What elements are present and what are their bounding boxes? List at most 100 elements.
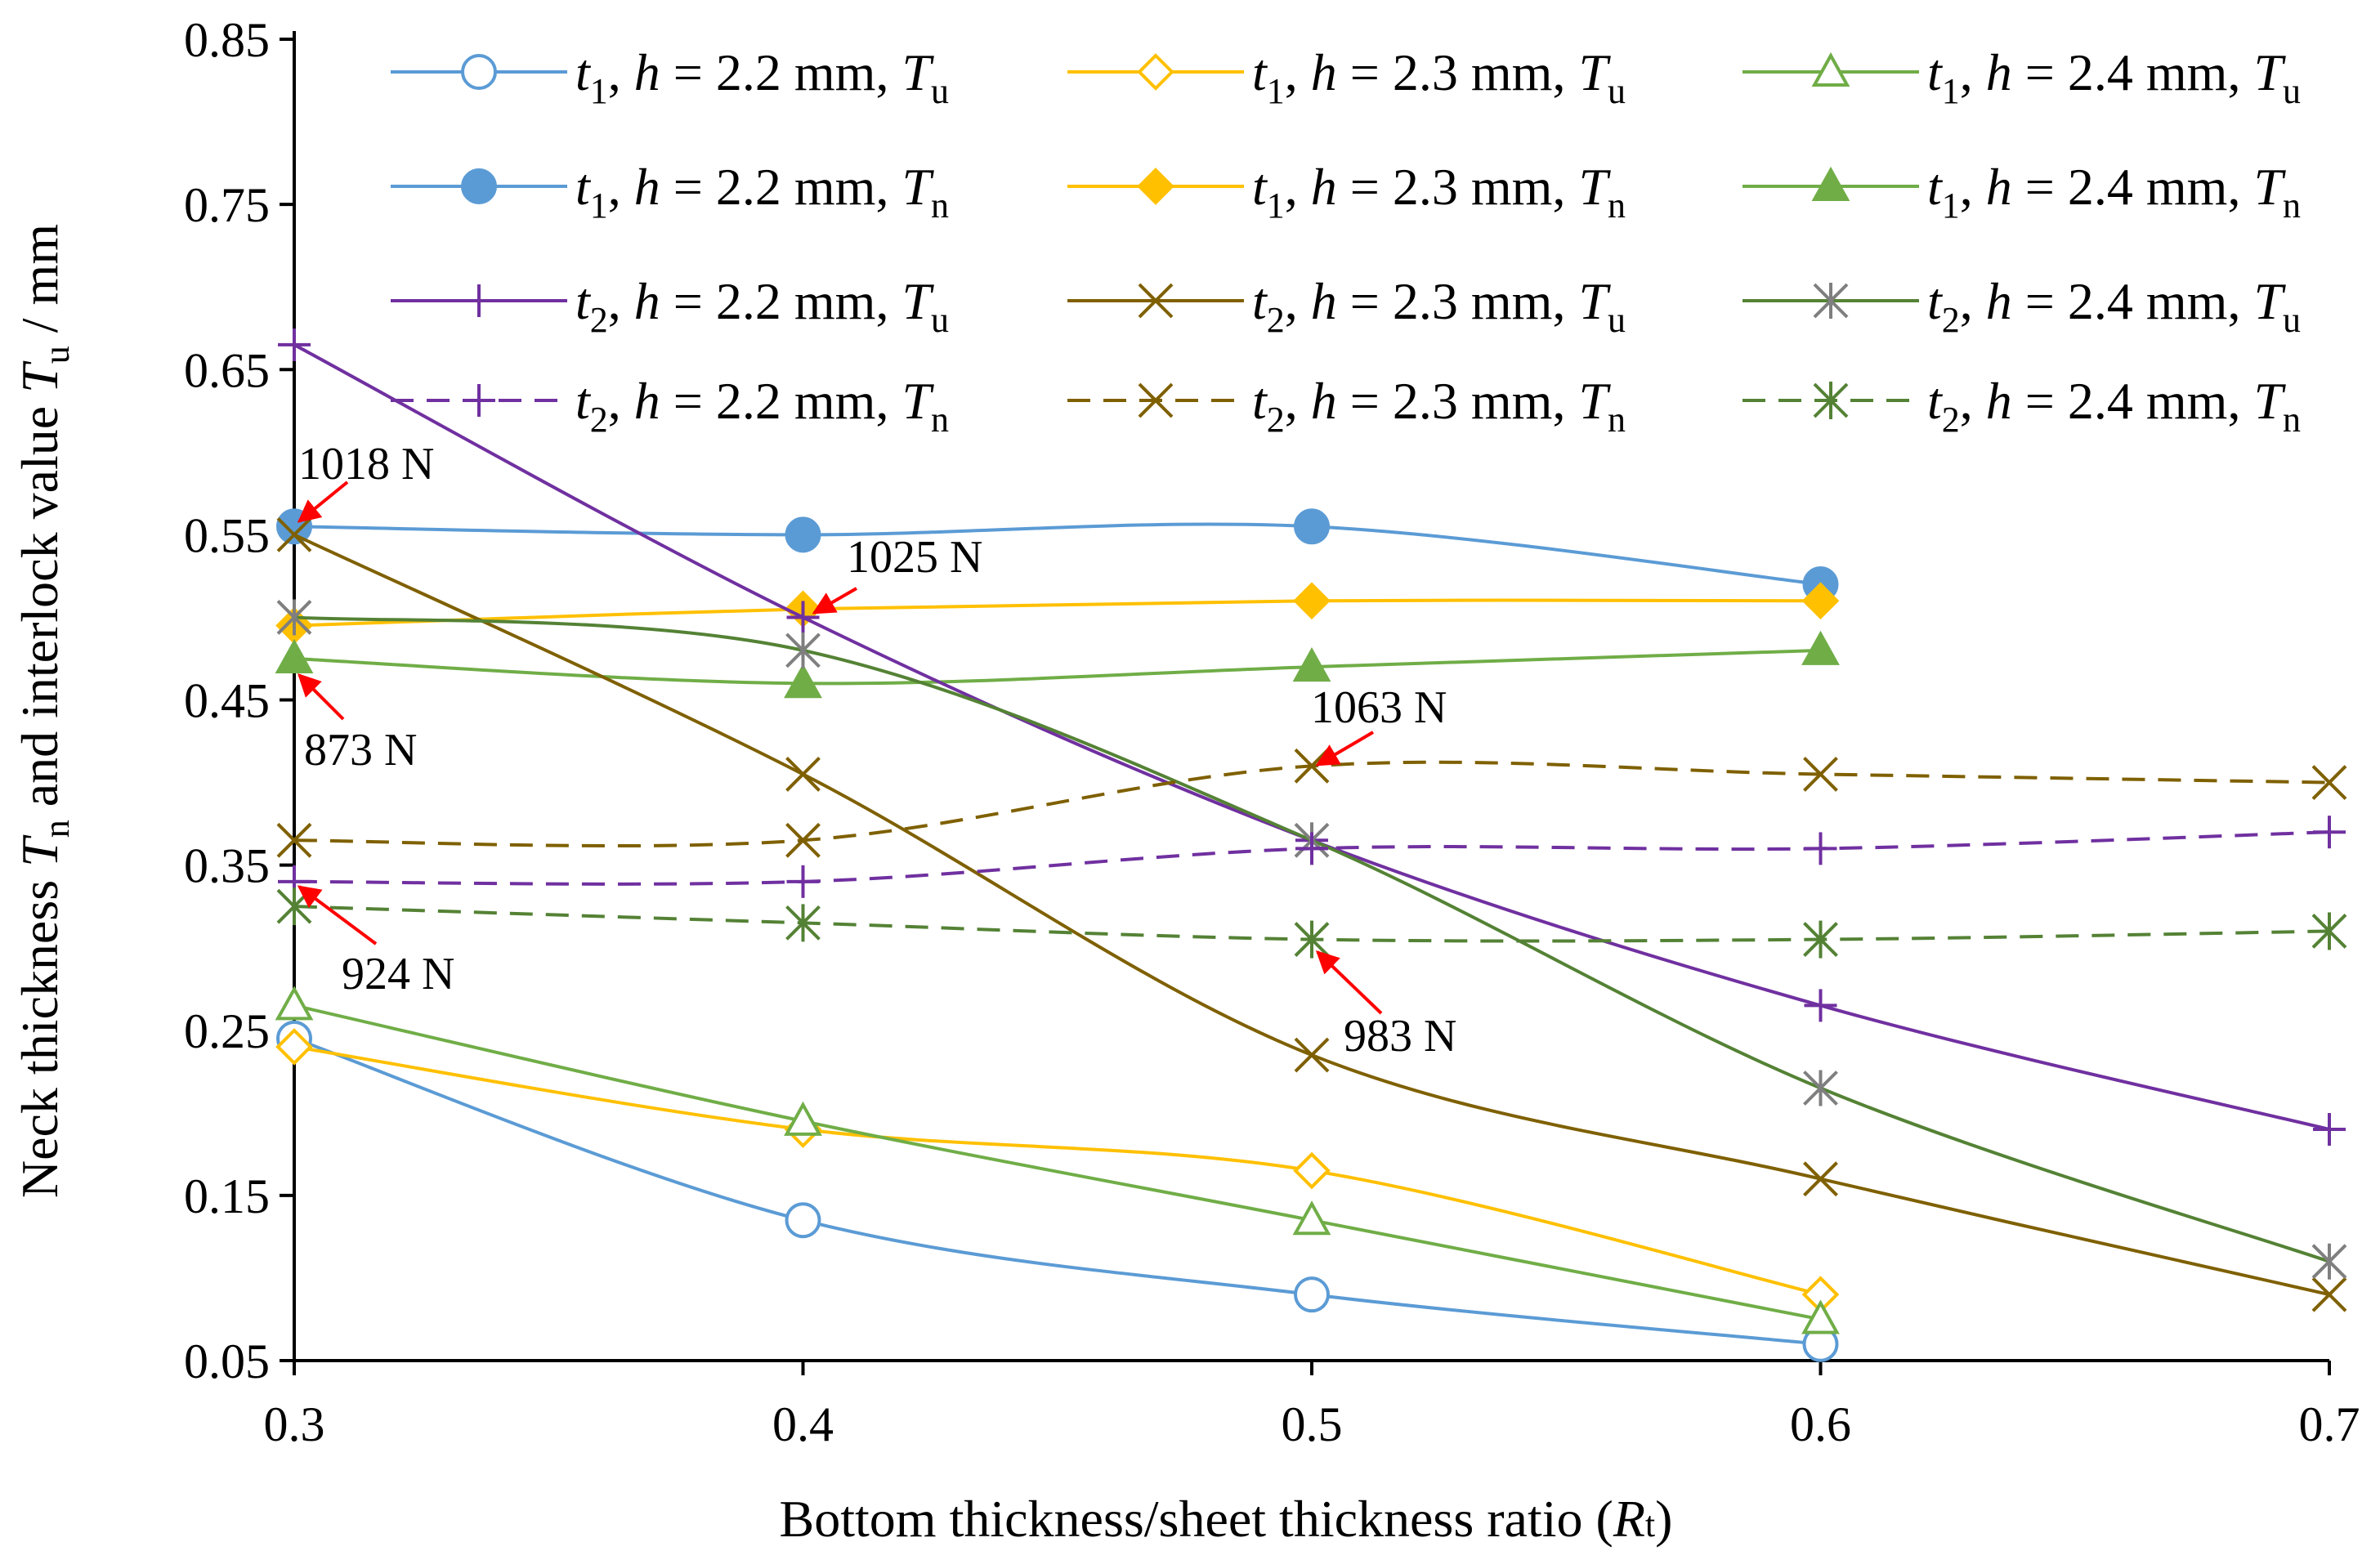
legend-label: t1, h = 2.2 mm, Tu [575,43,949,111]
series-t1-h-2-2-mm-tn [276,508,1839,603]
legend-label: t1, h = 2.2 mm, Tn [575,158,949,226]
legend-swatch-marker [461,168,497,204]
data-point-t2-h-2-4-mm-tu-4 [2311,1243,2347,1280]
data-point-t1-h-2-4-mm-tn-0 [275,638,314,673]
annotation-arrow [1315,731,1375,767]
series-line-t1-h-2-4-mm-tn [293,648,1821,686]
legend-label: t2, h = 2.2 mm, Tn [575,372,949,440]
legend-swatch-marker [1137,53,1174,91]
series-line-t1-h-2-3-mm-tn [293,598,1821,628]
x-axis-label-text: Bottom thickness/sheet thickness ratio ( [780,1490,1613,1548]
y-axis-label: Neck thickness Tn and interlock value Tu… [11,224,77,1198]
y-tick-label: 0.55 [184,508,270,562]
series-line-t1-h-2-4-mm-tu [293,1003,1821,1321]
x-axis-label: Bottom thickness/sheet thickness ratio (… [780,1490,1673,1548]
annotation-label: 924 N [342,949,454,999]
legend-swatch-marker [1811,51,1850,87]
series-t1-h-2-2-mm-tu [276,1020,1839,1362]
x-axis-label-close: ) [1655,1490,1672,1548]
data-point-t2-h-2-2-mm-tn-2 [1295,832,1328,865]
data-point-t2-h-2-3-mm-tu-1 [785,757,821,792]
legend-item-t2-h-2-4-mm-tu: t2, h = 2.4 mm, Tu [1742,272,2301,340]
series-t1-h-2-4-mm-tu [275,986,1840,1334]
data-point-t1-h-2-4-mm-tn-1 [784,664,822,699]
y-axis-label-var1: T [11,834,69,867]
data-point-t2-h-2-2-mm-tu-3 [1804,989,1837,1022]
series-line-t1-h-2-2-mm-tn [293,522,1821,587]
annotation-924-n: 924 N [297,885,454,999]
data-point-t2-h-2-2-mm-tu-1 [786,601,820,634]
annotation-label: 1025 N [847,532,982,583]
legend-item-t1-h-2-4-mm-tu: t1, h = 2.4 mm, Tu [1742,43,2301,111]
x-tick-label: 0.5 [1282,1397,1343,1451]
annotation-873-n: 873 N [298,673,417,776]
x-tick-label: 0.7 [2299,1397,2360,1451]
legend-swatch-marker [1138,283,1174,319]
legend-label: t2, h = 2.4 mm, Tu [1927,272,2301,340]
x-tick-label: 0.6 [1790,1397,1851,1451]
data-point-t2-h-2-3-mm-tn-0 [276,822,312,858]
data-point-t2-h-2-3-mm-tu-4 [2311,1276,2347,1312]
x-tick-label: 0.3 [264,1397,325,1451]
data-point-t2-h-2-4-mm-tu-1 [785,632,821,668]
series-line-t1-h-2-2-mm-tu [293,1036,1821,1346]
y-axis-label-part3: / mm [11,224,69,346]
y-axis-label-part1: Neck thickness [11,867,69,1198]
legend-item-t2-h-2-2-mm-tu: t2, h = 2.2 mm, Tu [391,272,949,340]
data-point-t2-h-2-2-mm-tu-4 [2313,1113,2346,1147]
data-point-t1-h-2-4-mm-tu-2 [1292,1200,1331,1236]
data-point-t1-h-2-2-mm-tn-2 [1294,508,1330,545]
legend: t1, h = 2.2 mm, Tu t1, h = 2.3 mm, Tu t1, … [391,43,2301,440]
series-t1-h-2-4-mm-tn [275,630,1840,699]
annotation-983-n: 983 N [1315,950,1456,1062]
series-t2-h-2-3-mm-tu [276,516,2347,1312]
y-tick-label: 0.85 [184,13,270,67]
annotation-1063-n: 1063 N [1311,682,1447,767]
annotation-arrow [297,481,349,523]
legend-item-t1-h-2-2-mm-tu: t1, h = 2.2 mm, Tu [391,43,949,111]
series-line-t1-h-2-3-mm-tu [293,1044,1821,1297]
data-point-t2-h-2-2-mm-tn-4 [2313,816,2346,849]
series-t2-h-2-2-mm-tu [278,328,2346,1147]
data-point-t1-h-2-4-mm-tu-0 [275,986,314,1021]
data-point-t2-h-2-3-mm-tu-0 [276,516,312,552]
series-group [275,328,2347,1362]
y-tick-label: 0.05 [184,1334,270,1388]
legend-swatch-marker [1813,382,1849,419]
y-tick-label: 0.15 [184,1169,270,1223]
annotation-1025-n: 1025 N [812,532,982,615]
legend-item-t1-h-2-4-mm-tn: t1, h = 2.4 mm, Tn [1742,158,2301,226]
legend-swatch-marker [1811,166,1850,201]
data-point-t1-h-2-2-mm-tn-1 [785,516,821,553]
series-t2-h-2-4-mm-tn [276,887,2347,959]
annotation-label: 1063 N [1311,682,1447,733]
legend-swatch-marker [1137,168,1174,205]
y-axis-label-part2: and interlock value [11,393,69,820]
legend-item-t2-h-2-2-mm-tn: t2, h = 2.2 mm, Tn [391,372,949,440]
legend-label: t1, h = 2.4 mm, Tn [1927,158,2301,226]
annotation-label: 873 N [304,725,417,776]
legend-label: t1, h = 2.3 mm, Tn [1252,158,1626,226]
data-point-t1-h-2-4-mm-tu-1 [784,1101,822,1136]
axes: 0.05 0.15 0.25 0.35 0.45 0.55 0.65 0.75 0.85 0.3 0… [184,13,2360,1451]
data-point-t2-h-2-4-mm-tu-3 [1803,1070,1838,1106]
y-axis-label-sub2: u [37,346,77,364]
annotation-label: 1018 N [298,439,434,489]
legend-swatch-marker [1138,382,1174,418]
annotations: 1018 N 1025 N 873 N 1063 N 924 N 983 N [297,439,1456,1062]
y-tick-label: 0.45 [184,674,270,728]
data-point-t1-h-2-4-mm-tn-2 [1292,646,1331,682]
legend-item-t2-h-2-3-mm-tn: t2, h = 2.3 mm, Tn [1067,372,1626,440]
data-point-t2-h-2-3-mm-tn-4 [2311,765,2347,800]
y-tick-label: 0.35 [184,839,270,893]
data-point-t2-h-2-2-mm-tn-3 [1804,832,1837,865]
y-tick-label: 0.65 [184,343,270,397]
data-point-t2-h-2-2-mm-tn-1 [786,865,820,898]
data-point-t1-h-2-2-mm-tu-1 [785,1202,821,1239]
legend-item-t2-h-2-4-mm-tn: t2, h = 2.4 mm, Tn [1742,372,2301,440]
series-t2-h-2-3-mm-tn [276,748,2347,858]
annotation-arrow [297,885,378,945]
y-axis-label-sub1: n [37,820,77,838]
legend-label: t1, h = 2.3 mm, Tu [1252,43,1626,111]
